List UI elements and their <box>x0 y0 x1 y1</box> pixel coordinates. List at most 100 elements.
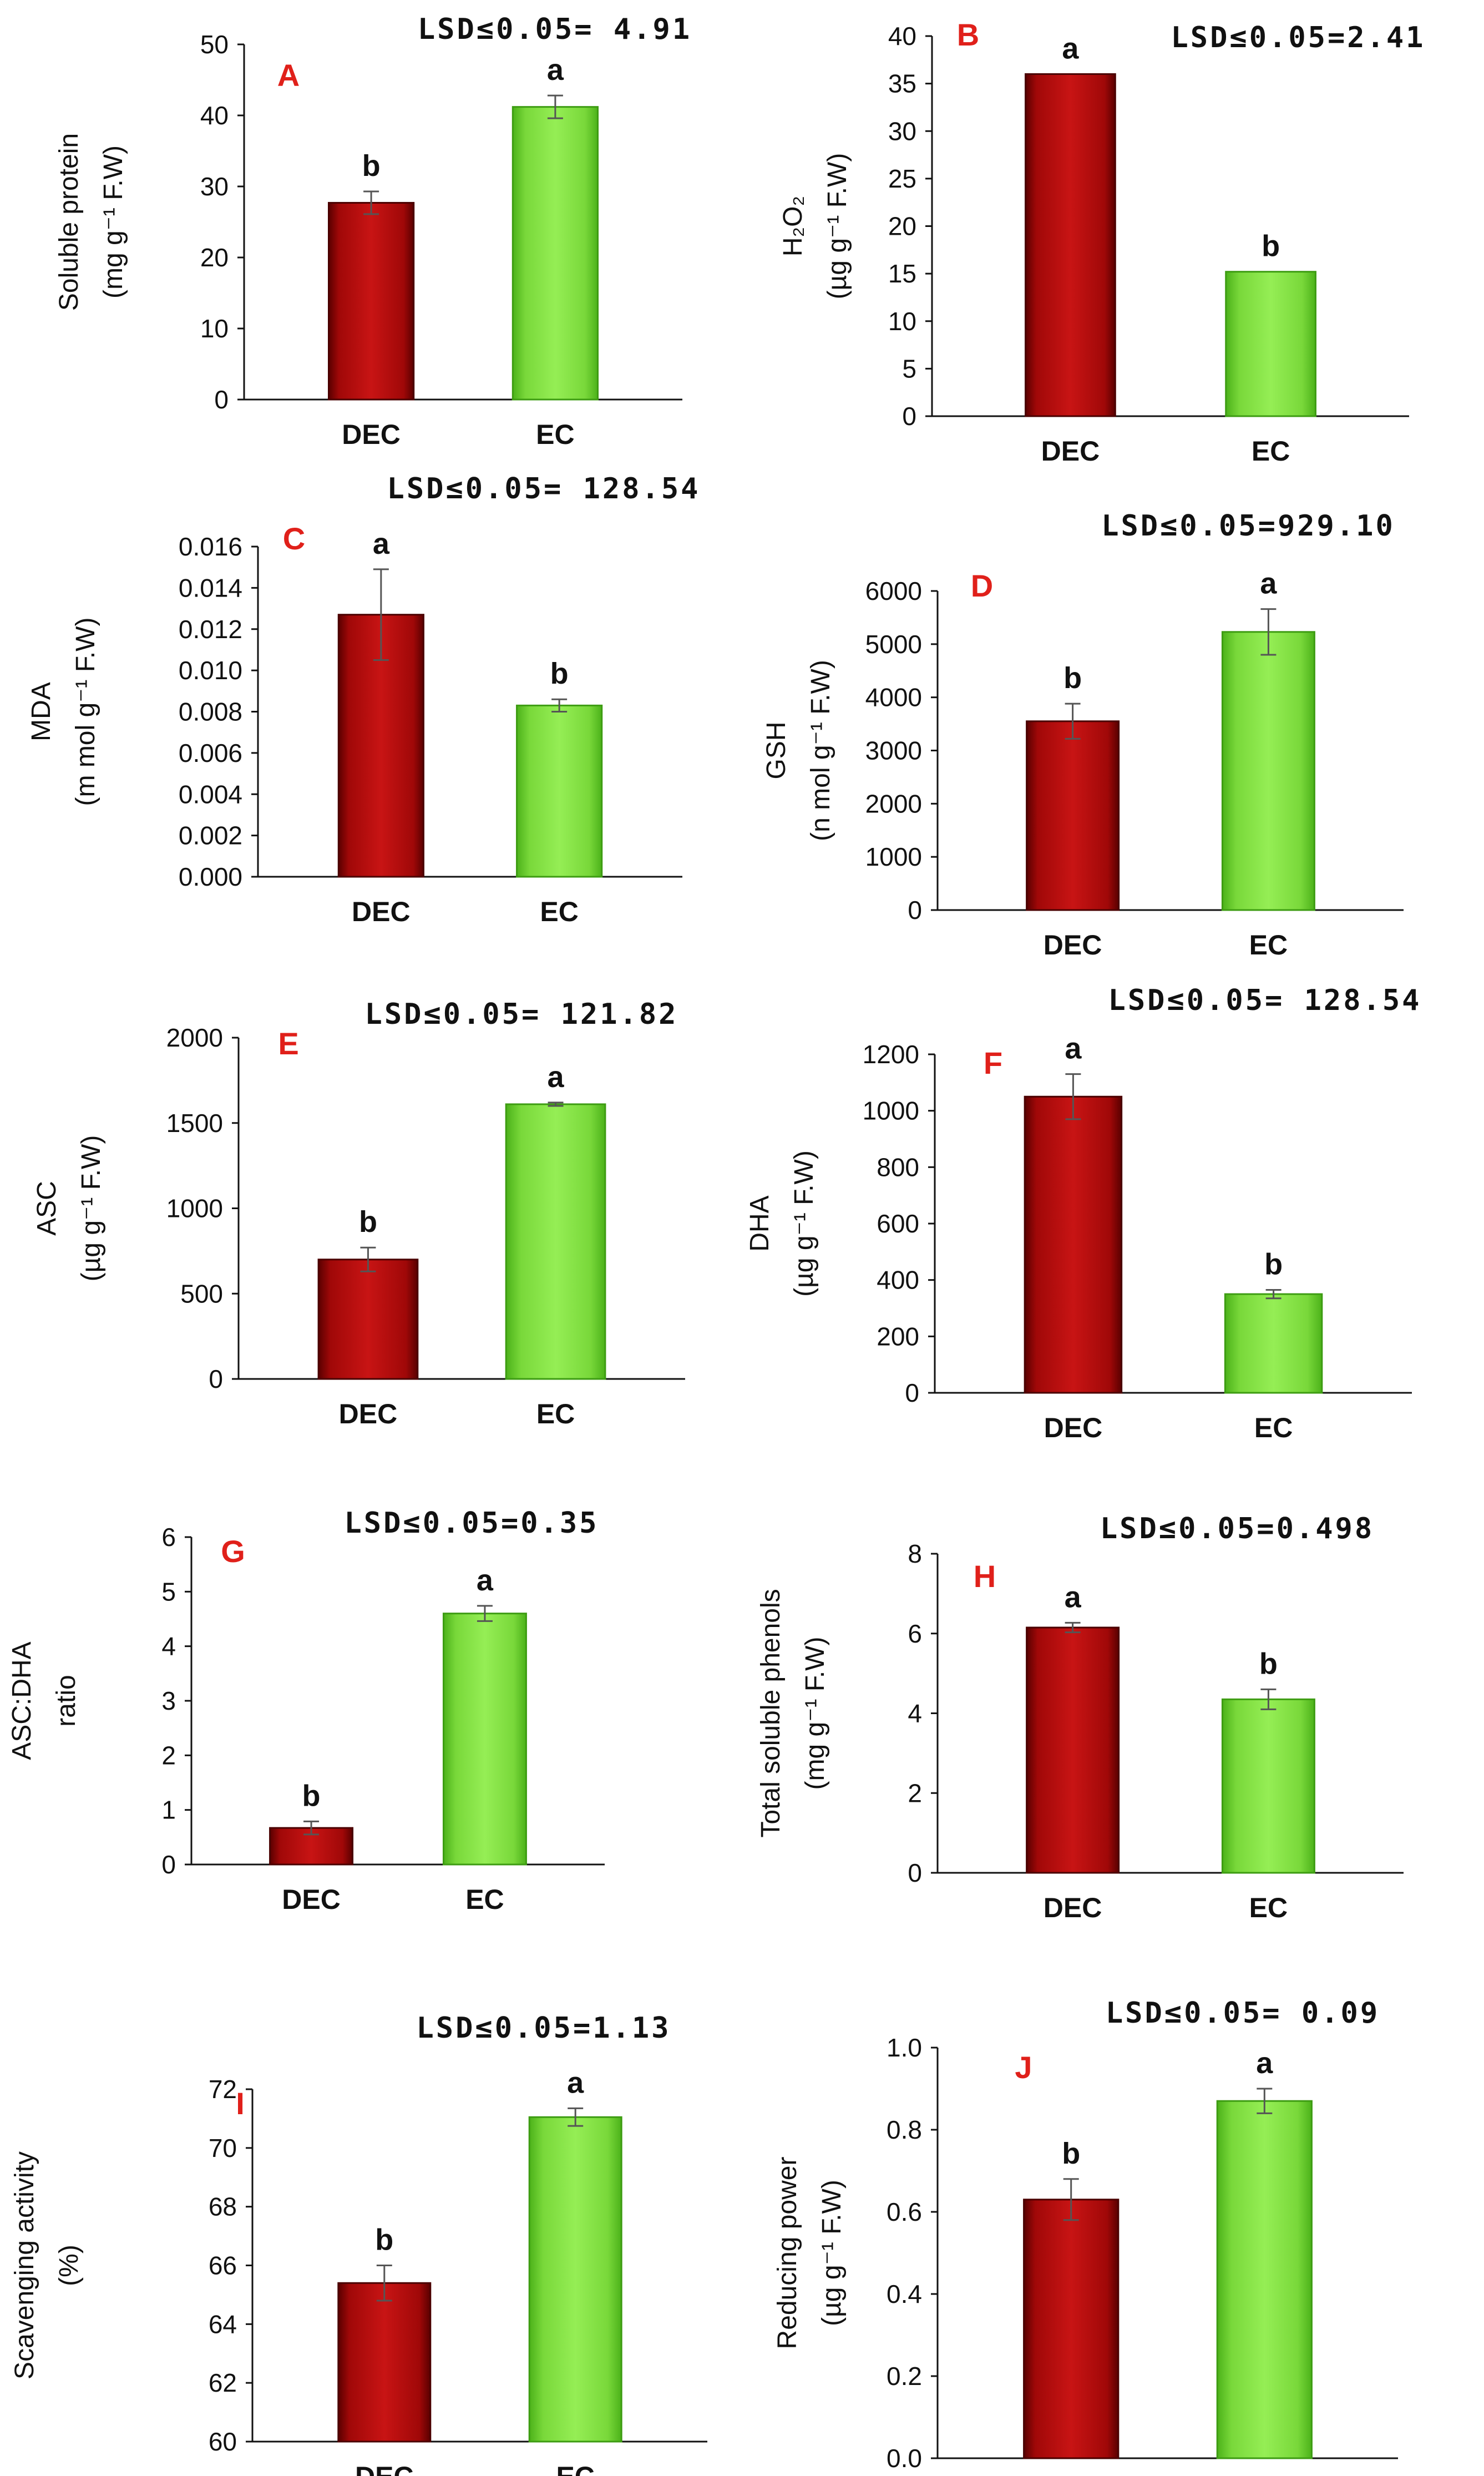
y-tick-label: 5 <box>161 1577 176 1606</box>
y-tick-label: 10 <box>200 314 229 343</box>
bar-dec <box>317 1259 419 1380</box>
panel-letter: G <box>221 1534 245 1569</box>
y-axis-label: (mg g⁻¹ F.W) <box>99 145 128 299</box>
significance-letter: b <box>1062 2137 1080 2170</box>
x-tick-label: DEC <box>1044 1412 1103 1443</box>
lsd-annotation: LSD≤0.05= 0.09 <box>1106 1997 1380 2030</box>
significance-letter: a <box>1062 32 1079 65</box>
significance-letter: a <box>1260 567 1277 600</box>
panel-e: 0 500 1000 1500 2000 b DEC a EC LSD≤0.05= 121.82 E… <box>32 998 685 1429</box>
panel-letter: C <box>283 521 305 556</box>
y-tick-label: 0 <box>902 402 916 431</box>
y-axis-label: Total soluble phenols <box>756 1589 786 1837</box>
y-tick-label: 2000 <box>865 789 922 818</box>
y-axis-label: Soluble protein <box>54 133 84 311</box>
bar-dec <box>1023 2199 1120 2459</box>
y-axis-label: Reducing power <box>773 2157 802 2349</box>
significance-letter: b <box>362 149 381 183</box>
lsd-annotation: LSD≤0.05= 4.91 <box>418 13 692 46</box>
y-tick-label: 1200 <box>863 1040 919 1069</box>
y-tick-label: 1000 <box>865 842 922 871</box>
panel-b: 0 5 10 15 20 25 30 35 40 a DEC b EC LSD≤0.05=2.41 B H₂O… <box>778 17 1426 467</box>
y-tick-label: 0 <box>214 385 229 414</box>
bar-dec <box>1025 73 1116 417</box>
lsd-annotation: LSD≤0.05=2.41 <box>1171 21 1426 54</box>
bar-ec <box>1225 271 1316 417</box>
x-tick-label: EC <box>1254 1412 1293 1443</box>
y-tick-label: 0.002 <box>179 821 242 850</box>
y-tick-label: 35 <box>888 69 916 98</box>
panel-d: 0 1000 2000 3000 4000 5000 6000 b DEC a EC LSD≤0.05… <box>762 509 1404 961</box>
bar-dec <box>1026 1626 1120 1874</box>
y-axis-label: ASC <box>32 1181 62 1236</box>
y-axis-label: (µg g⁻¹ F.W) <box>817 2180 847 2326</box>
x-tick-label: EC <box>1249 929 1288 961</box>
y-axis-label: ASC:DHA <box>7 1641 37 1760</box>
y-tick-label: 68 <box>209 2192 237 2221</box>
y-tick-label: 64 <box>209 2310 237 2338</box>
y-tick-label: 0.000 <box>179 862 242 891</box>
x-tick-label: EC <box>1252 436 1290 467</box>
y-tick-label: 20 <box>888 212 916 241</box>
y-tick-label: 0.6 <box>887 2197 922 2226</box>
y-tick-label: 8 <box>908 1539 922 1568</box>
bar-dec <box>1026 720 1120 911</box>
x-tick-label: DEC <box>1044 929 1102 961</box>
y-tick-label: 0.014 <box>179 573 242 602</box>
y-tick-label: 5 <box>902 354 916 383</box>
y-axis-label: GSH <box>762 721 791 779</box>
y-tick-label: 15 <box>888 259 916 288</box>
significance-letter: b <box>302 1779 321 1812</box>
y-tick-label: 1500 <box>166 1109 223 1138</box>
bar-dec <box>328 201 415 401</box>
bar-ec <box>516 704 603 878</box>
y-tick-label: 40 <box>200 101 229 130</box>
x-tick-label: EC <box>1249 1892 1288 1923</box>
y-tick-label: 800 <box>877 1153 919 1181</box>
y-tick-label: 500 <box>180 1279 223 1308</box>
y-axis-label: DHA <box>745 1195 774 1251</box>
panel-g: 0 1 2 3 4 5 6 b DEC a EC LSD≤0.05=0.35 G ASC:DHA ratio <box>7 1507 605 1915</box>
bar-ec <box>1221 631 1315 911</box>
significance-letter: a <box>1065 1032 1082 1065</box>
y-tick-label: 0.2 <box>887 2362 922 2391</box>
panel-i: 60 62 64 66 68 70 72 b DEC a EC LSD≤0.05=1.13 I Scave… <box>10 2012 707 2476</box>
y-tick-label: 0.0 <box>887 2444 922 2473</box>
panel-letter: I <box>236 2086 245 2121</box>
y-tick-label: 60 <box>209 2427 237 2456</box>
bar-ec <box>1216 2100 1313 2459</box>
y-tick-label: 3000 <box>865 736 922 765</box>
y-axis-label: H₂O₂ <box>778 196 808 256</box>
y-tick-label: 0 <box>209 1365 223 1393</box>
y-axis-label: MDA <box>27 682 56 741</box>
significance-letter: a <box>373 527 390 560</box>
panel-h: 0 2 4 6 8 a DEC b EC LSD≤0.05=0.498 H Total soluble… <box>756 1512 1404 1923</box>
y-tick-label: 6000 <box>865 577 922 605</box>
y-tick-label: 0.006 <box>179 739 242 767</box>
significance-letter: b <box>1259 1647 1278 1680</box>
x-tick-label: DEC <box>352 896 411 927</box>
significance-letter: b <box>550 657 569 690</box>
y-tick-label: 0 <box>161 1850 176 1879</box>
y-axis-label: (µg g⁻¹ F.W) <box>789 1150 819 1297</box>
x-tick-label: EC <box>540 896 578 927</box>
y-tick-label: 0.008 <box>179 698 242 726</box>
significance-letter: a <box>1256 2047 1273 2080</box>
y-tick-label: 0.4 <box>887 2280 922 2308</box>
y-tick-label: 400 <box>877 1266 919 1295</box>
lsd-annotation: LSD≤0.05=0.498 <box>1100 1512 1374 1545</box>
y-tick-label: 20 <box>200 243 229 272</box>
significance-letter: b <box>375 2224 393 2257</box>
y-tick-label: 1000 <box>166 1194 223 1223</box>
x-tick-label: EC <box>536 419 574 450</box>
x-tick-label: DEC <box>339 1398 398 1429</box>
panel-letter: H <box>974 1559 996 1594</box>
significance-letter: b <box>359 1205 377 1239</box>
bar-ec <box>442 1613 527 1866</box>
lsd-annotation: LSD≤0.05= 128.54 <box>1108 984 1422 1017</box>
lsd-annotation: LSD≤0.05= 121.82 <box>365 998 678 1031</box>
significance-letter: a <box>567 2066 584 2099</box>
y-tick-label: 3 <box>161 1686 176 1715</box>
